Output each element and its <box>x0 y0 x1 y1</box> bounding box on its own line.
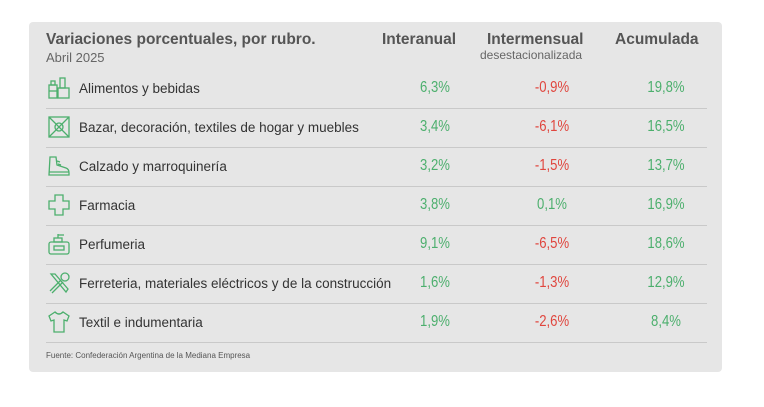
table-row: Textil e indumentaria 1,9% -2,6% 8,4% <box>46 304 707 343</box>
row-label: Ferreteria, materiales eléctricos y de l… <box>79 276 392 291</box>
value-acumulada: 19,8% <box>647 79 685 96</box>
value-acumulada: 12,9% <box>647 274 685 291</box>
value-acumulada: 18,6% <box>647 235 685 252</box>
row-label: Calzado y marroquinería <box>79 159 227 174</box>
column-header-acumulada: Acumulada <box>615 31 699 48</box>
column-header-interanual: Interanual <box>382 31 457 48</box>
value-acumulada: 8,4% <box>651 313 681 330</box>
value-interanual: 6,3% <box>420 79 450 96</box>
shoe-icon <box>48 156 70 176</box>
table-row: Alimentos y bebidas 6,3% -0,9% 19,8% <box>46 70 707 109</box>
value-interanual: 3,2% <box>420 157 450 174</box>
table-row: Perfumeria 9,1% -6,5% 18,6% <box>46 226 707 265</box>
data-card: Variaciones porcentuales, por rubro. Abr… <box>29 22 722 372</box>
value-intermensual: -1,3% <box>534 274 570 291</box>
value-interanual: 9,1% <box>420 235 450 252</box>
source-note: Fuente: Confederación Argentina de la Me… <box>46 351 251 360</box>
value-interanual: 3,8% <box>420 196 450 213</box>
pharmacy-cross-icon <box>48 194 70 216</box>
row-label: Bazar, decoración, textiles de hogar y m… <box>79 120 359 135</box>
row-label: Alimentos y bebidas <box>79 81 200 96</box>
decor-icon <box>48 116 70 138</box>
column-subheader-desestacionalizada: desestacionalizada <box>480 48 583 62</box>
table-title: Variaciones porcentuales, por rubro. <box>46 31 316 48</box>
shirt-icon <box>48 311 70 333</box>
table-subtitle: Abril 2025 <box>46 50 105 65</box>
value-acumulada: 16,5% <box>647 118 685 135</box>
row-label: Farmacia <box>79 198 136 213</box>
perfume-icon <box>48 234 70 255</box>
value-interanual: 3,4% <box>420 118 450 135</box>
table-row: Calzado y marroquinería 3,2% -1,5% 13,7% <box>46 148 707 187</box>
value-intermensual: -1,5% <box>534 157 570 174</box>
value-acumulada: 16,9% <box>647 196 685 213</box>
value-intermensual: -6,5% <box>534 235 570 252</box>
table-row: Farmacia 3,8% 0,1% 16,9% <box>46 187 707 226</box>
row-label: Perfumeria <box>79 237 146 252</box>
column-header-intermensual: Intermensual <box>487 31 584 48</box>
row-label: Textil e indumentaria <box>79 315 203 330</box>
value-acumulada: 13,7% <box>647 157 685 174</box>
table-row: Ferreteria, materiales eléctricos y de l… <box>46 265 707 304</box>
value-intermensual: -0,9% <box>534 79 570 96</box>
value-intermensual: -2,6% <box>534 313 570 330</box>
groceries-icon <box>48 77 70 99</box>
value-interanual: 1,9% <box>420 313 450 330</box>
tools-icon <box>49 272 70 294</box>
value-intermensual: -6,1% <box>534 118 570 135</box>
table-row: Bazar, decoración, textiles de hogar y m… <box>46 109 707 148</box>
value-interanual: 1,6% <box>420 274 450 291</box>
value-intermensual: 0,1% <box>537 196 567 213</box>
